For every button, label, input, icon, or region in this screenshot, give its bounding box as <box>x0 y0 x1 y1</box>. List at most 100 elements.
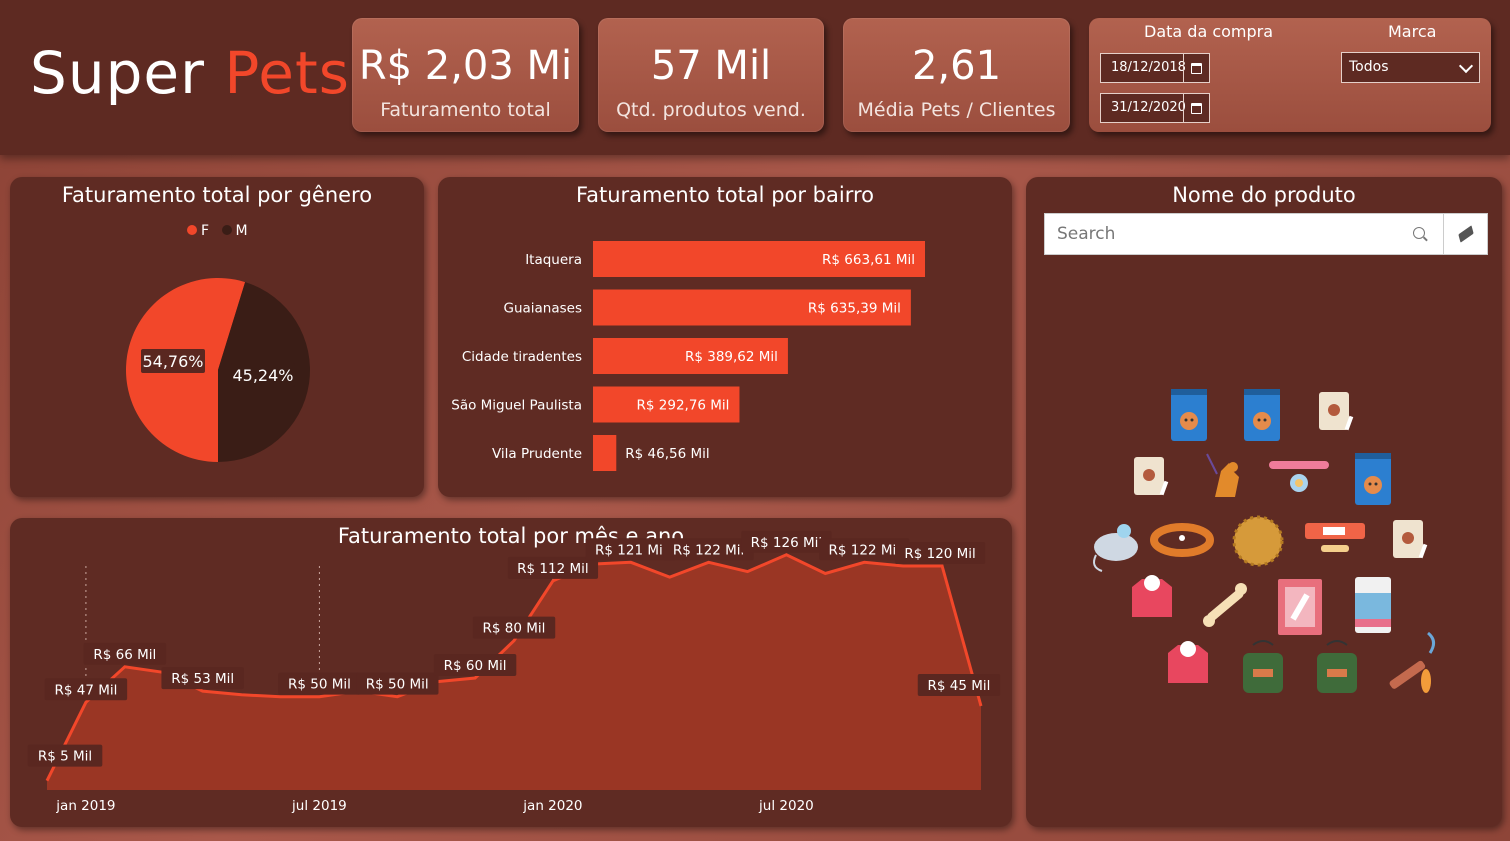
eraser-icon[interactable] <box>1443 214 1488 254</box>
product-search-input[interactable] <box>1045 214 1441 254</box>
pie-chart: 54,76% 45,24% <box>125 278 310 462</box>
cat-food-bag-icon[interactable] <box>1355 453 1391 505</box>
spiky-ball-icon[interactable] <box>1232 515 1284 567</box>
svg-text:R$ 122 Mil: R$ 122 Mil <box>673 542 744 558</box>
svg-text:R$ 50 Mil: R$ 50 Mil <box>366 677 429 693</box>
bar-value-label: R$ 46,56 Mil <box>625 446 709 462</box>
svg-text:R$ 112 Mil: R$ 112 Mil <box>517 561 588 577</box>
area-data-label: R$ 53 Mil <box>161 667 244 690</box>
bar-category-label: Guaianases <box>503 301 582 317</box>
x-tick-label: jul 2019 <box>291 798 347 814</box>
bone-collar-icon[interactable] <box>1305 523 1365 552</box>
svg-text:R$ 122 Mil: R$ 122 Mil <box>829 542 900 558</box>
bar-value-label: R$ 663,61 Mil <box>822 252 915 268</box>
bar-category-label: Cidade tiradentes <box>462 349 582 365</box>
pet-jacket-icon[interactable] <box>1168 641 1208 683</box>
bar-value-label: R$ 389,62 Mil <box>685 349 778 365</box>
svg-text:R$ 60 Mil: R$ 60 Mil <box>444 658 507 674</box>
cat-food-bag-icon[interactable] <box>1171 389 1207 441</box>
area-data-label: R$ 122 Mil <box>819 538 910 561</box>
svg-text:R$ 121 Mil: R$ 121 Mil <box>595 542 666 558</box>
app-logo: Super Pets <box>30 38 350 108</box>
pet-jacket-icon[interactable] <box>1132 575 1172 617</box>
area-data-label: R$ 5 Mil <box>27 744 103 767</box>
kpi-label: Qtd. produtos vend. <box>616 99 806 121</box>
dog-collar-icon[interactable] <box>1150 523 1214 557</box>
search-icon[interactable] <box>1413 227 1425 239</box>
area-data-label: R$ 122 Mil <box>663 538 754 561</box>
date-end-value: 31/12/2020 <box>1111 100 1186 115</box>
area-data-label: R$ 47 Mil <box>44 678 128 701</box>
brand-filter-title: Marca <box>1388 22 1437 41</box>
chart-title: Faturamento total por bairro <box>575 183 874 207</box>
pie-label-m: 45,24% <box>231 363 295 387</box>
product-panel: Nome do produto <box>1026 177 1502 827</box>
legend-dot-f <box>187 225 197 235</box>
date-end-field[interactable]: 31/12/2020 <box>1100 93 1210 123</box>
area-data-label: R$ 60 Mil <box>433 654 517 676</box>
bar[interactable] <box>593 386 740 423</box>
x-tick-label: jan 2019 <box>55 798 115 814</box>
area-line <box>45 553 983 782</box>
toy-mouse-icon[interactable] <box>1093 524 1138 572</box>
bone-treats-bag-icon[interactable] <box>1278 579 1322 635</box>
bar-category-label: São Miguel Paulista <box>451 398 582 414</box>
pet-collar-tag-icon[interactable] <box>1269 461 1329 492</box>
area-data-label: R$ 126 Mil <box>741 530 832 553</box>
pet-sweater-icon[interactable] <box>1317 640 1357 693</box>
kpi-card-pets-per-client: 2,61 Média Pets / Clientes <box>843 18 1070 132</box>
svg-text:R$ 80 Mil: R$ 80 Mil <box>483 621 546 637</box>
brand-selected-value: Todos <box>1349 59 1389 75</box>
area-chart: R$ 5 Mil R$ 47 Mil R$ 66 Mil R$ 53 Mil R$ 50… <box>27 530 1001 814</box>
bar-value-label: R$ 635,39 Mil <box>808 301 901 317</box>
kpi-value: R$ 2,03 Mi <box>358 43 573 89</box>
area-data-label: R$ 66 Mil <box>83 642 167 665</box>
area-data-label: R$ 45 Mil <box>917 674 1001 696</box>
calendar-icon[interactable] <box>1183 94 1209 122</box>
pet-food-bag-icon[interactable] <box>1319 392 1354 431</box>
kpi-card-revenue: R$ 2,03 Mi Faturamento total <box>352 18 579 132</box>
grooming-brush-icon[interactable] <box>1388 631 1435 693</box>
pie-label-f: 54,76% <box>141 349 205 373</box>
product-search-box <box>1044 213 1488 255</box>
kpi-value: 2,61 <box>911 43 1002 89</box>
gender-revenue-panel: Faturamento total por gênero F M 54,76% … <box>10 177 424 497</box>
bar-chart: Itaquera R$ 663,61 Mil Guaianases R$ 635,39… <box>451 241 925 471</box>
svg-text:R$ 47 Mil: R$ 47 Mil <box>54 682 117 698</box>
legend-label-m: M <box>235 223 248 239</box>
bar[interactable] <box>593 241 925 277</box>
bar[interactable] <box>593 289 911 326</box>
date-start-field[interactable]: 18/12/2018 <box>1100 53 1210 83</box>
bar-category-label: Itaquera <box>525 252 582 268</box>
pet-sweater-icon[interactable] <box>1243 640 1283 693</box>
district-revenue-panel: Faturamento total por bairro Itaquera R$ … <box>438 177 1012 497</box>
area-data-label: R$ 112 Mil <box>507 556 599 579</box>
brand-select[interactable]: Todos <box>1341 52 1480 83</box>
dog-leash-icon[interactable] <box>1206 453 1239 497</box>
bar[interactable] <box>593 338 788 374</box>
svg-text:R$ 5 Mil: R$ 5 Mil <box>38 749 92 765</box>
cat-food-bag-icon[interactable] <box>1244 389 1280 441</box>
x-tick-label: jan 2020 <box>522 798 582 814</box>
bone-toy-icon[interactable] <box>1203 583 1247 627</box>
product-panel-title: Nome do produto <box>1172 183 1356 207</box>
legend-dot-m <box>221 225 232 235</box>
kpi-label: Faturamento total <box>380 99 551 121</box>
area-data-label: R$ 80 Mil <box>472 616 556 639</box>
svg-text:R$ 126 Mil: R$ 126 Mil <box>751 535 822 551</box>
date-start-value: 18/12/2018 <box>1111 60 1186 75</box>
legend-label-f: F <box>201 223 210 239</box>
kpi-card-products-sold: 57 Mil Qtd. produtos vend. <box>598 18 824 132</box>
bar-category-label: Vila Prudente <box>492 446 582 462</box>
chart-legend: F M <box>187 222 248 240</box>
svg-text:R$ 120 Mil: R$ 120 Mil <box>904 546 975 562</box>
monthly-revenue-panel: Faturamento total por mês e ano R$ 5 Mil… <box>10 518 1012 827</box>
chart-title: Faturamento total por gênero <box>61 183 373 207</box>
product-icons-grid <box>1093 389 1435 693</box>
pet-food-bag-icon[interactable] <box>1393 520 1428 559</box>
pet-food-bag-icon[interactable] <box>1134 457 1169 496</box>
calendar-icon[interactable] <box>1183 54 1209 82</box>
pet-food-can-icon[interactable] <box>1355 577 1391 633</box>
chevron-down-icon <box>1458 58 1474 74</box>
bar[interactable] <box>593 435 617 471</box>
